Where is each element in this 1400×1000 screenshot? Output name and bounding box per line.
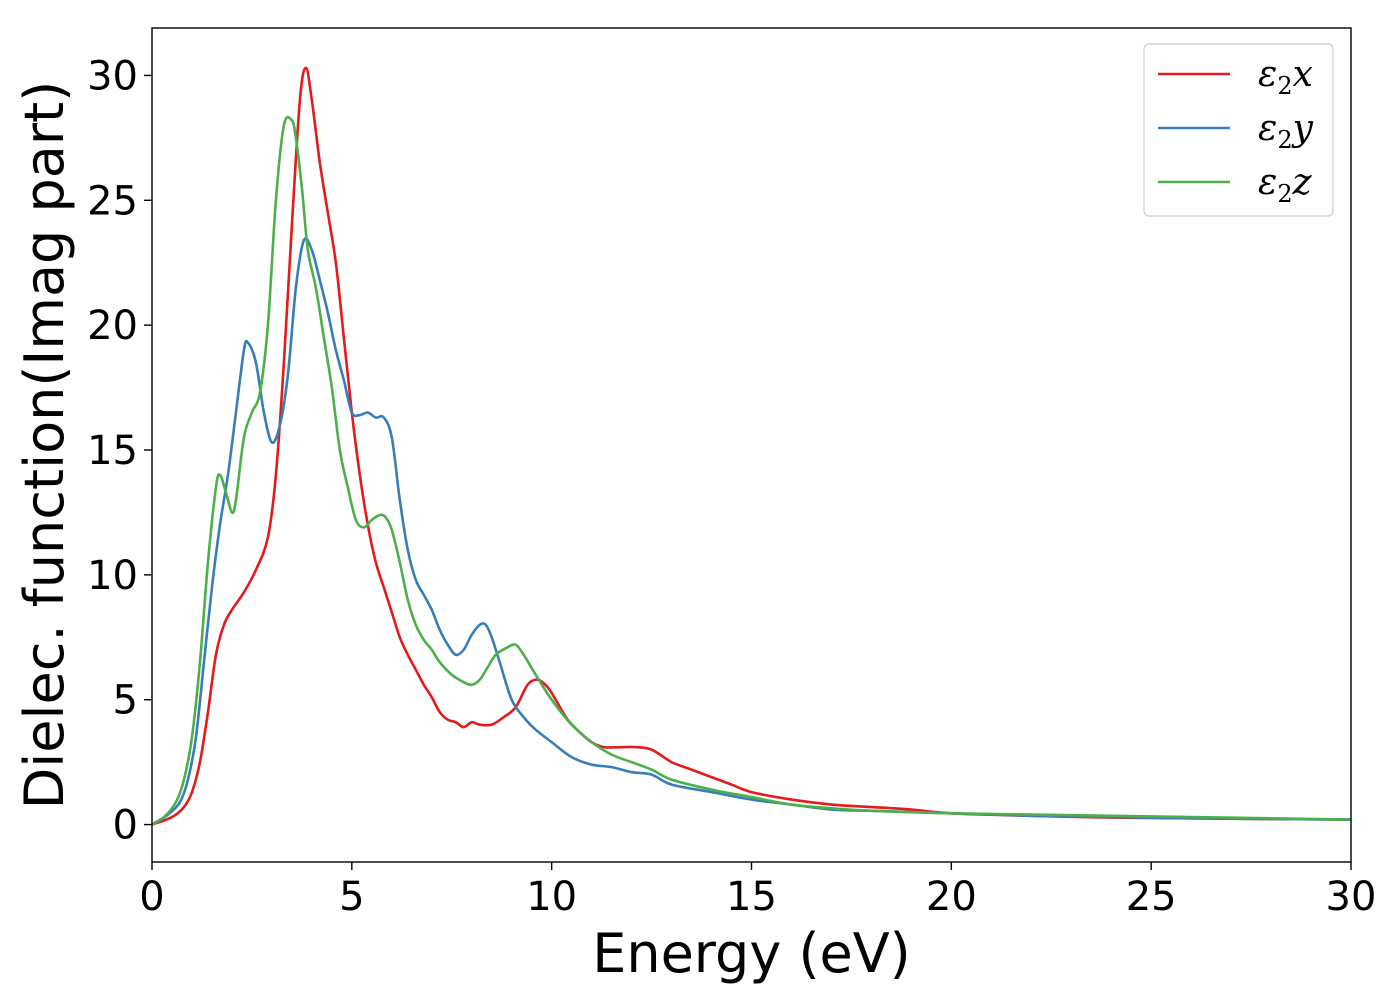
x-tick-label: 20 bbox=[926, 874, 977, 920]
y-tick-label: 15 bbox=[87, 428, 138, 474]
x-axis-title: Energy (eV) bbox=[592, 922, 911, 985]
y-tick-label: 10 bbox=[87, 553, 138, 599]
legend-label-1: ε2x bbox=[1258, 54, 1313, 100]
y-axis-ticks: 0 5 10 15 20 25 30 bbox=[87, 53, 152, 849]
legend-box bbox=[1143, 43, 1334, 217]
x-tick-label: 10 bbox=[526, 874, 577, 920]
x-axis-ticks: 0 5 10 15 20 25 30 bbox=[139, 862, 1376, 920]
x-tick-label: 15 bbox=[726, 874, 777, 920]
series-line-1 bbox=[152, 66, 1351, 826]
series-layer bbox=[152, 66, 1351, 826]
legend-label-3: ε2z bbox=[1258, 162, 1313, 208]
series-line-2 bbox=[152, 236, 1351, 826]
x-tick-label: 30 bbox=[1326, 874, 1377, 920]
x-tick-label: 0 bbox=[139, 874, 164, 920]
x-tick-label: 25 bbox=[1126, 874, 1177, 920]
legend: ε2x ε2y ε2z bbox=[1143, 43, 1334, 217]
y-tick-label: 5 bbox=[113, 678, 138, 724]
y-tick-label: 30 bbox=[87, 53, 138, 99]
legend-label-2: ε2y bbox=[1258, 108, 1314, 154]
y-tick-label: 20 bbox=[87, 303, 138, 349]
x-tick-label: 5 bbox=[339, 874, 364, 920]
y-axis-title: Dielec. function(Imag part) bbox=[13, 81, 76, 810]
y-tick-label: 25 bbox=[87, 178, 138, 224]
y-tick-label: 0 bbox=[113, 803, 138, 849]
series-line-3 bbox=[152, 115, 1351, 826]
